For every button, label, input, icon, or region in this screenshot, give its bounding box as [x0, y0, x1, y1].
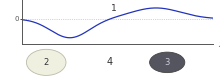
Ellipse shape — [26, 49, 66, 75]
Text: 4: 4 — [107, 57, 113, 67]
Text: x: x — [218, 40, 220, 49]
Text: 2: 2 — [44, 58, 49, 67]
Ellipse shape — [150, 52, 185, 73]
Text: 1: 1 — [111, 4, 117, 13]
Text: 3: 3 — [165, 58, 170, 67]
